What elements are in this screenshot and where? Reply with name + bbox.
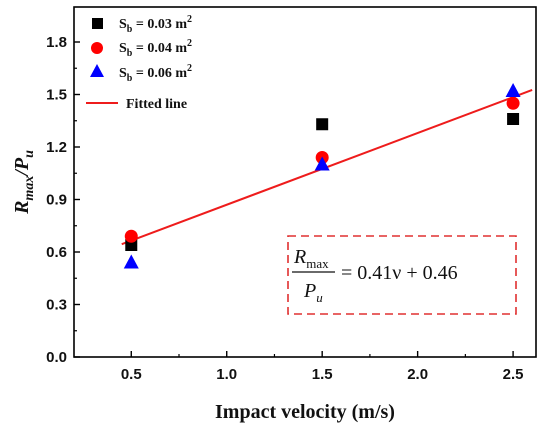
- points-layer: [123, 83, 521, 269]
- y-axis-title-slash: /P: [11, 157, 33, 178]
- legend-marker-circle: [91, 42, 103, 54]
- x-axis-title: Impact velocity (m/s): [215, 401, 395, 423]
- axis-ticks: 0.5 1.0 1.5 2.0 2.5 0.0 0.3 0.6 0.9 1.2 1.5 1.8: [46, 34, 523, 383]
- x-tick-label: 2.5: [503, 366, 524, 383]
- plot-frame: [73, 6, 537, 358]
- y-tick-label: 1.5: [46, 87, 67, 104]
- y-axis-title-main: R: [11, 201, 33, 215]
- point-circle: [124, 229, 138, 243]
- fit-equation-box: [287, 235, 517, 315]
- y-tick-label: 1.8: [46, 34, 67, 51]
- legend: Sb = 0.03 m2 Sb = 0.04 m2 Sb = 0.06 m2 F…: [86, 14, 192, 112]
- point-triangle: [505, 83, 521, 97]
- y-tick-label: 1.2: [46, 139, 67, 156]
- legend-label-0: Sb = 0.03 m2: [119, 14, 192, 35]
- y-tick-label: 0.0: [46, 349, 67, 366]
- point-circle: [506, 96, 520, 110]
- y-tick-label: 0.3: [46, 297, 67, 314]
- legend-marker-square: [92, 18, 103, 29]
- x-tick-label: 1.5: [312, 366, 333, 383]
- point-triangle: [123, 254, 139, 269]
- fit-equation: Rmax Pu = 0.41ν + 0.46: [287, 235, 517, 315]
- fit-equation-numerator: Rmax: [293, 246, 329, 271]
- x-tick-label: 1.0: [216, 366, 237, 383]
- y-tick-label: 0.6: [46, 244, 67, 261]
- x-tick-label: 0.5: [121, 366, 142, 383]
- point-square: [316, 118, 329, 131]
- y-axis-title-sub2: u: [22, 150, 37, 158]
- fit-equation-denominator: Pu: [303, 280, 323, 305]
- x-tick-label: 2.0: [407, 366, 428, 383]
- legend-label-fit: Fitted line: [126, 97, 187, 112]
- legend-marker-triangle: [90, 64, 104, 77]
- legend-label-2: Sb = 0.06 m2: [119, 63, 192, 84]
- y-axis-title: Rmax/Pu: [11, 150, 37, 215]
- y-axis-title-sub1: max: [22, 176, 37, 201]
- fit-equation-rhs: = 0.41ν + 0.46: [341, 262, 458, 284]
- point-triangle: [314, 156, 330, 171]
- legend-label-1: Sb = 0.04 m2: [119, 38, 192, 59]
- point-square: [507, 113, 520, 125]
- y-tick-label: 0.9: [46, 192, 67, 209]
